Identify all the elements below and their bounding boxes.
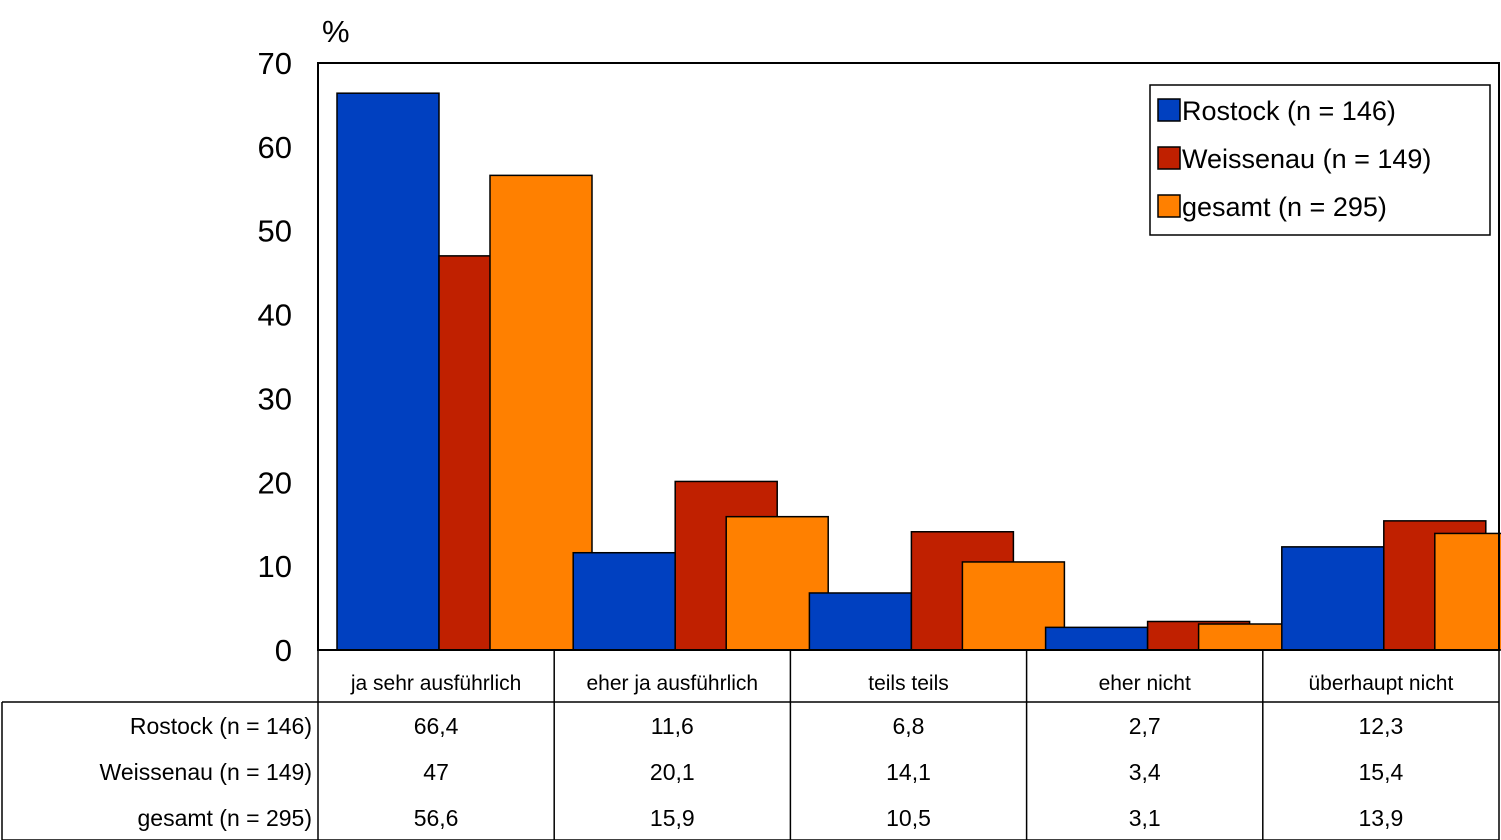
legend-swatch-1	[1157, 98, 1181, 122]
legend-swatch-3	[1157, 194, 1181, 218]
table-cell-1-5: 12,3	[1359, 713, 1404, 739]
table-cell-1-2: 11,6	[651, 713, 694, 739]
table-cell-2-1: 47	[423, 759, 449, 785]
plot-frame	[317, 62, 1500, 651]
table-cell-2-5: 15,4	[1359, 759, 1404, 785]
category-label-2: eher ja ausführlich	[586, 672, 758, 695]
bar-1-4	[1044, 626, 1149, 651]
bars-group	[336, 92, 1501, 651]
bar-1-3	[808, 592, 913, 651]
table-cell-2-4: 3,4	[1129, 759, 1161, 785]
table-cell-3-2: 15,9	[650, 805, 695, 831]
legend-label-3: gesamt (n = 295)	[1182, 192, 1387, 222]
y-tick-label: 0	[275, 633, 292, 668]
bar-1-5	[1281, 546, 1385, 651]
category-label-4: eher nicht	[1099, 672, 1191, 695]
table-cell-1-3: 6,8	[893, 713, 925, 739]
category-label-1: ja sehr ausführlich	[350, 672, 521, 695]
table-row-label-2: Weissenau (n = 149)	[100, 759, 312, 785]
bar-1-2	[572, 551, 676, 651]
data-table: ja sehr ausführlich eher ja ausführlich te…	[1, 650, 1500, 840]
table-cell-1-4: 2,7	[1129, 713, 1161, 739]
table-cell-2-3: 14,1	[886, 759, 931, 785]
axes-group: 0 10 20 30 40 50 60 70%	[258, 14, 1500, 668]
legend-label-2: Weissenau (n = 149)	[1182, 144, 1431, 174]
table-cell-3-1: 56,6	[414, 805, 459, 831]
table-cell-3-3: 10,5	[886, 805, 931, 831]
y-tick-label: 30	[258, 381, 292, 416]
legend-box	[1149, 84, 1491, 236]
y-tick-label: 10	[258, 549, 292, 584]
table-row-label-3: gesamt (n = 295)	[137, 805, 312, 831]
legend-swatch-2	[1157, 146, 1181, 170]
legend-label-1: Rostock (n = 146)	[1182, 96, 1396, 126]
y-tick-label: 20	[258, 465, 292, 500]
category-label-5: überhaupt nicht	[1309, 672, 1454, 695]
y-tick-label: 70	[258, 46, 292, 81]
bar-3-5	[1434, 532, 1501, 651]
table-cell-3-5: 13,9	[1359, 805, 1404, 831]
table-row-label-1: Rostock (n = 146)	[130, 713, 312, 739]
table-cell-2-2: 20,1	[650, 759, 695, 785]
bar-1-1	[336, 92, 440, 651]
y-unit-label: %	[322, 14, 350, 49]
table-cell-3-4: 3,1	[1129, 805, 1161, 831]
y-tick-label: 40	[258, 298, 292, 333]
category-label-3: teils teils	[868, 672, 949, 695]
table-cell-1-1: 66,4	[414, 713, 459, 739]
y-tick-label: 60	[258, 130, 292, 165]
legend: Rostock (n = 146) Weissenau (n = 149) gesa…	[1149, 84, 1491, 236]
y-tick-label: 50	[258, 214, 292, 249]
